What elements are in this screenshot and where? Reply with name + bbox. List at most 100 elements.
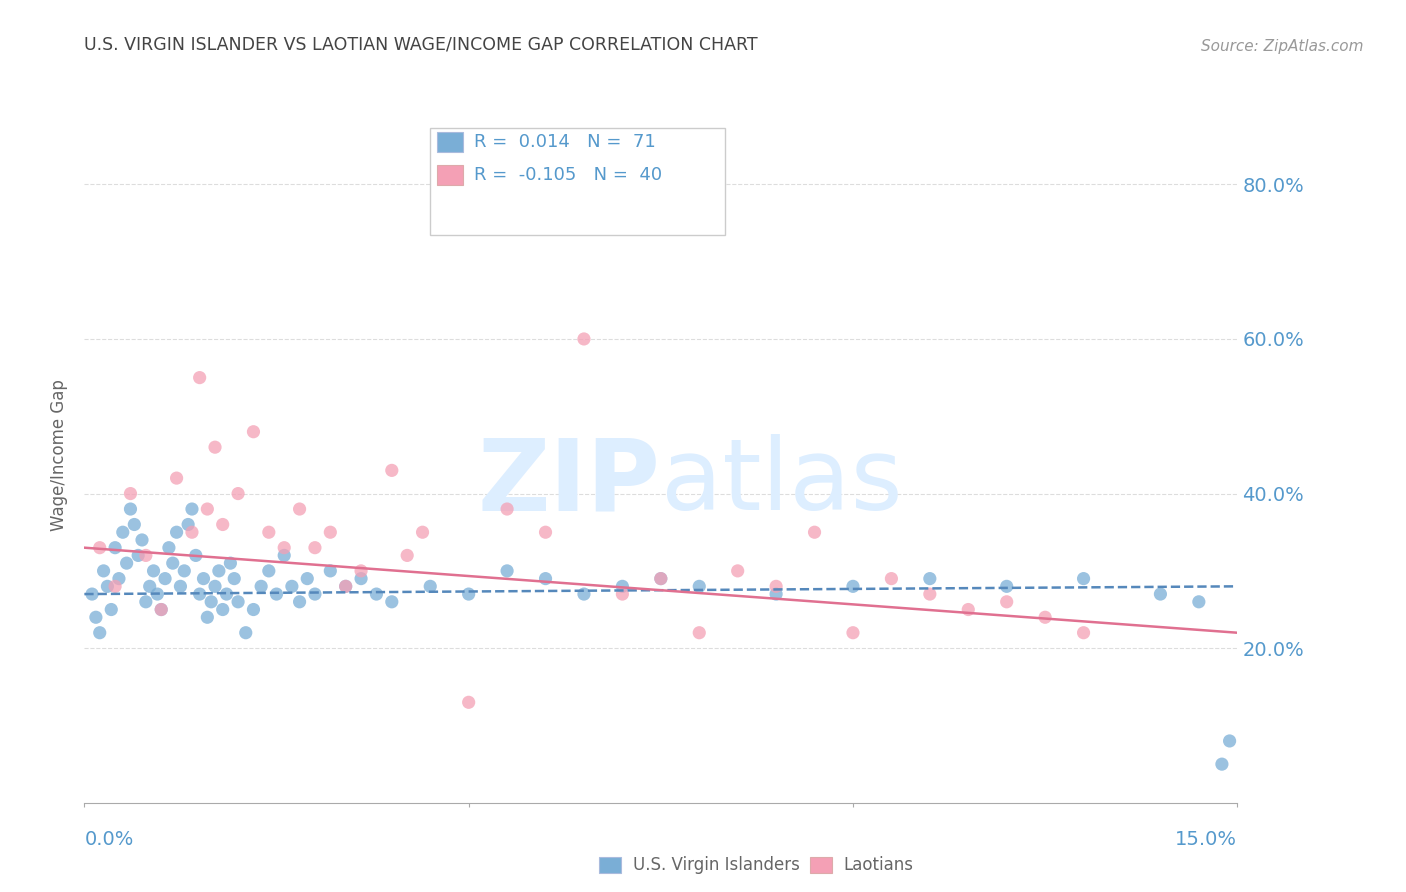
Point xyxy=(266,587,288,601)
Point xyxy=(181,525,204,540)
Point xyxy=(131,533,153,547)
Text: ZIP: ZIP xyxy=(478,434,661,532)
Point xyxy=(193,572,215,586)
Point xyxy=(1073,625,1095,640)
Point xyxy=(572,587,595,601)
Point xyxy=(304,587,326,601)
Point xyxy=(195,610,218,624)
Point xyxy=(534,572,557,586)
Point xyxy=(1188,595,1211,609)
Point xyxy=(100,602,122,616)
Text: 0.0%: 0.0% xyxy=(84,830,134,848)
Point xyxy=(138,579,160,593)
Point xyxy=(224,572,246,586)
Point xyxy=(273,541,295,555)
Point xyxy=(226,595,249,609)
Point xyxy=(319,525,342,540)
Point xyxy=(1149,587,1171,601)
Point xyxy=(89,625,111,640)
Point xyxy=(1211,757,1233,772)
Point xyxy=(612,587,634,601)
Point xyxy=(96,579,118,593)
Point xyxy=(918,587,941,601)
Point xyxy=(288,595,311,609)
Point xyxy=(188,587,211,601)
Text: 15.0%: 15.0% xyxy=(1175,830,1237,848)
Point xyxy=(146,587,169,601)
Point xyxy=(880,572,903,586)
Point xyxy=(242,425,264,439)
Point xyxy=(288,502,311,516)
Point xyxy=(319,564,342,578)
Point xyxy=(842,579,865,593)
Point xyxy=(120,502,142,516)
Point xyxy=(650,572,672,586)
Point xyxy=(200,595,222,609)
Point xyxy=(412,525,434,540)
Point xyxy=(496,564,519,578)
Point xyxy=(765,587,787,601)
Point xyxy=(257,564,280,578)
Point xyxy=(181,502,204,516)
Point xyxy=(162,556,184,570)
Point xyxy=(688,625,710,640)
Point xyxy=(457,695,479,709)
Point xyxy=(727,564,749,578)
Point xyxy=(195,502,218,516)
Point xyxy=(396,549,419,563)
Point xyxy=(108,572,131,586)
Point xyxy=(153,572,176,586)
Point xyxy=(166,525,188,540)
Text: Laotians: Laotians xyxy=(844,856,914,874)
Point xyxy=(115,556,138,570)
Point xyxy=(242,602,264,616)
Point xyxy=(572,332,595,346)
Point xyxy=(104,579,127,593)
Text: Source: ZipAtlas.com: Source: ZipAtlas.com xyxy=(1201,38,1364,54)
Point xyxy=(1033,610,1056,624)
Point xyxy=(957,602,980,616)
Text: R =  -0.105   N =  40: R = -0.105 N = 40 xyxy=(474,166,662,184)
Point xyxy=(297,572,319,586)
Point xyxy=(335,579,357,593)
Point xyxy=(177,517,200,532)
Point xyxy=(135,549,157,563)
Text: atlas: atlas xyxy=(661,434,903,532)
Point xyxy=(204,440,226,454)
Point xyxy=(142,564,165,578)
Point xyxy=(273,549,295,563)
Point xyxy=(457,587,479,601)
Point xyxy=(93,564,115,578)
Point xyxy=(765,579,787,593)
Y-axis label: Wage/Income Gap: Wage/Income Gap xyxy=(51,379,69,531)
Point xyxy=(215,587,238,601)
Point xyxy=(842,625,865,640)
Point xyxy=(111,525,134,540)
Point xyxy=(166,471,188,485)
Text: U.S. Virgin Islanders: U.S. Virgin Islanders xyxy=(633,856,800,874)
Point xyxy=(173,564,195,578)
Point xyxy=(688,579,710,593)
Point xyxy=(381,595,404,609)
Point xyxy=(188,370,211,384)
Point xyxy=(208,564,231,578)
Point xyxy=(150,602,173,616)
Point xyxy=(211,517,233,532)
Point xyxy=(235,625,257,640)
Point xyxy=(1073,572,1095,586)
Point xyxy=(169,579,191,593)
Point xyxy=(381,463,404,477)
Point xyxy=(366,587,388,601)
Point xyxy=(157,541,180,555)
Point xyxy=(124,517,146,532)
Point xyxy=(80,587,103,601)
Point xyxy=(89,541,111,555)
Point xyxy=(257,525,280,540)
Point xyxy=(104,541,127,555)
Point xyxy=(120,486,142,500)
Point xyxy=(803,525,825,540)
Point xyxy=(918,572,941,586)
Point xyxy=(995,579,1018,593)
Text: R =  0.014   N =  71: R = 0.014 N = 71 xyxy=(474,133,655,151)
Point xyxy=(204,579,226,593)
